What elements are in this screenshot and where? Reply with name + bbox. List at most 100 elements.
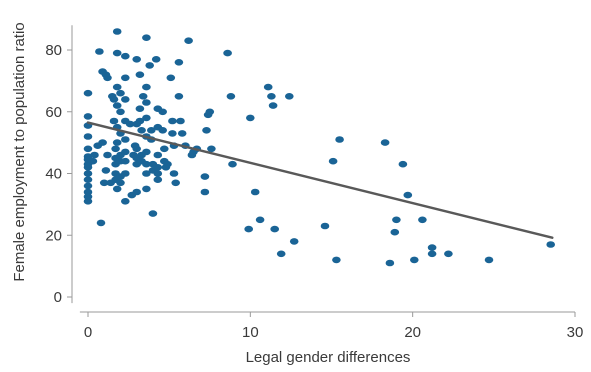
trendline — [86, 121, 554, 239]
data-point — [174, 93, 184, 100]
data-point — [158, 127, 167, 134]
data-point — [112, 185, 122, 193]
data-point — [246, 114, 255, 122]
data-point — [184, 37, 193, 44]
data-point — [289, 238, 299, 245]
data-point — [116, 108, 125, 116]
data-point — [263, 83, 273, 91]
data-point — [398, 160, 408, 168]
data-point — [147, 127, 156, 134]
data-point — [142, 185, 151, 193]
data-point — [83, 198, 93, 205]
data-point — [142, 83, 151, 91]
data-point — [320, 222, 330, 230]
data-point — [138, 93, 148, 100]
data-point — [142, 34, 151, 41]
data-point — [285, 93, 294, 100]
data-point — [83, 182, 93, 190]
data-point — [153, 151, 163, 159]
data-point — [132, 145, 141, 153]
axes — [71, 25, 575, 313]
data-point — [121, 74, 130, 82]
data-point — [270, 225, 280, 233]
data-point — [205, 108, 215, 116]
data-point — [83, 145, 93, 153]
data-point — [83, 113, 93, 120]
data-point — [410, 256, 419, 264]
y-axis-label: Female employment to population ratio — [11, 22, 28, 281]
data-point — [328, 157, 338, 165]
data-point — [135, 71, 145, 78]
x-tick-label: 30 — [567, 324, 584, 341]
x-tick-label: 10 — [242, 324, 259, 341]
data-point — [101, 167, 111, 174]
data-point — [444, 250, 453, 258]
data-point — [121, 52, 130, 60]
data-point — [83, 89, 93, 97]
data-point — [207, 145, 216, 153]
data-point — [121, 96, 130, 103]
data-point — [171, 179, 180, 187]
data-point — [112, 102, 122, 109]
data-point — [484, 256, 494, 264]
x-tick-label: 0 — [84, 324, 92, 341]
data-point — [142, 114, 151, 122]
data-point — [99, 179, 109, 187]
data-point — [163, 160, 172, 168]
data-point — [148, 210, 158, 217]
data-point — [96, 219, 106, 227]
data-point — [160, 145, 169, 153]
data-point — [103, 151, 112, 159]
data-point — [116, 179, 125, 187]
x-axis-label: Legal gender differences — [246, 349, 411, 366]
data-point — [132, 56, 141, 63]
data-point — [142, 99, 151, 106]
data-point — [403, 191, 413, 199]
data-point — [202, 127, 211, 134]
data-point — [112, 49, 122, 57]
data-point — [153, 164, 163, 171]
data-point — [121, 136, 130, 143]
y-tick-label: 80 — [45, 42, 62, 59]
data-point — [151, 56, 161, 63]
x-ticks: 0 10 20 30 — [84, 312, 584, 341]
data-point — [228, 160, 237, 168]
data-point — [418, 216, 427, 224]
data-point — [83, 176, 93, 183]
data-point — [427, 250, 437, 258]
data-point — [98, 139, 107, 146]
data-point — [137, 127, 146, 134]
data-point — [111, 145, 120, 153]
data-point — [158, 108, 167, 116]
data-points — [83, 28, 555, 267]
data-point — [142, 148, 151, 156]
data-point — [176, 117, 185, 125]
data-point — [83, 164, 93, 171]
y-tick-label: 60 — [45, 104, 62, 121]
data-point — [103, 74, 112, 82]
data-point — [83, 170, 93, 177]
data-point — [90, 151, 99, 159]
y-tick-label: 40 — [45, 166, 62, 183]
data-point — [142, 160, 151, 168]
data-point — [112, 28, 122, 35]
data-point — [109, 96, 119, 103]
data-point — [125, 120, 135, 128]
data-point — [168, 130, 177, 137]
data-point — [174, 59, 184, 66]
data-point — [267, 93, 276, 100]
data-point — [109, 117, 119, 125]
data-point — [112, 83, 122, 91]
data-point — [223, 49, 232, 57]
data-point — [116, 89, 125, 97]
data-point — [121, 148, 130, 156]
data-point — [153, 170, 163, 177]
data-point — [95, 48, 104, 55]
data-point — [546, 241, 555, 248]
data-point — [250, 188, 260, 196]
y-tick-label: 0 — [54, 289, 62, 306]
data-point — [226, 93, 236, 100]
data-point — [427, 244, 437, 251]
data-point — [385, 259, 395, 267]
